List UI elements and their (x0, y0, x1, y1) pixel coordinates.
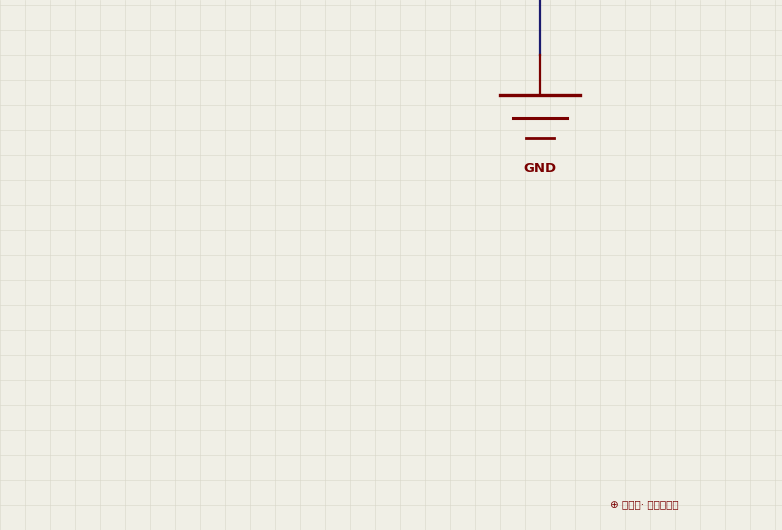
Text: ⊕ 公众号· 硬件攻城狮: ⊕ 公众号· 硬件攻城狮 (610, 499, 679, 509)
Text: GND: GND (523, 162, 557, 175)
